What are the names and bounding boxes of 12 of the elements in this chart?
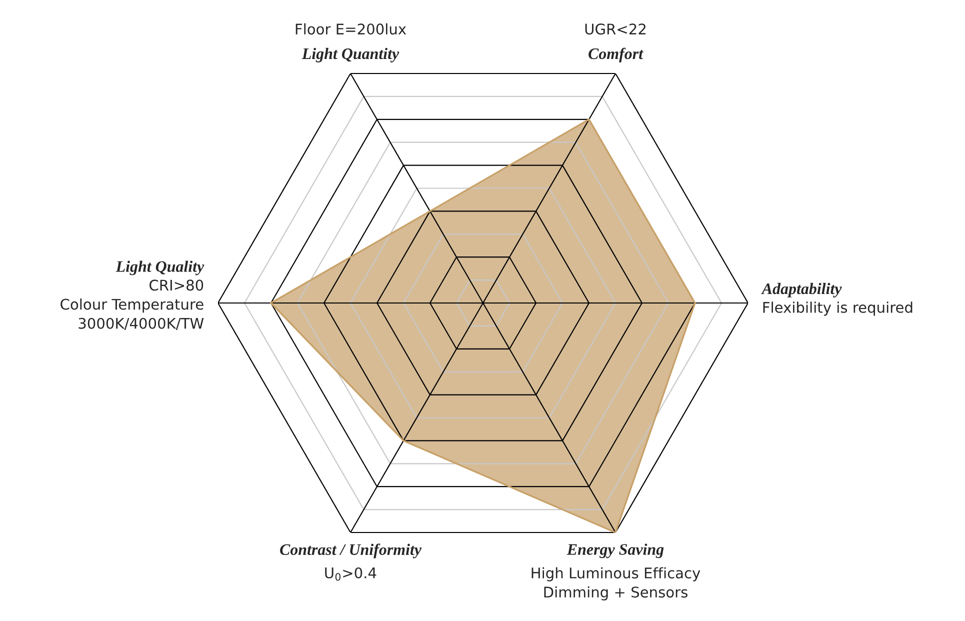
spoke-label: Adaptability xyxy=(761,282,842,298)
spoke-label: Contrast / Uniformity xyxy=(280,544,422,558)
text: U$_{0}$>0.4 xyxy=(325,567,376,581)
text: High Luminous Efficacy Dimming + Sensors xyxy=(532,567,700,600)
spoke-label: Light Quantity xyxy=(302,48,400,62)
spoke-label: Light Quality xyxy=(116,260,204,276)
spoke-label: Energy Saving xyxy=(566,544,664,558)
spoke-label: Comfort xyxy=(588,48,644,62)
text: CRI>80 Colour Temperature 3000K/4000K/TW xyxy=(60,280,204,330)
text: UGR<22 xyxy=(585,24,646,35)
text: Floor E=200lux xyxy=(296,23,406,35)
text: Flexibility is required xyxy=(763,302,912,316)
